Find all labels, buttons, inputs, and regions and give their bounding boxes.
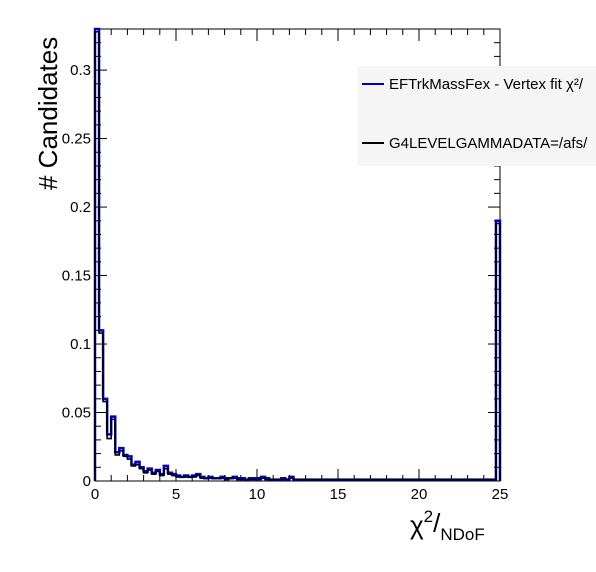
- x-tick-label: 15: [330, 486, 347, 503]
- y-tick-label: 0.2: [70, 199, 91, 216]
- x-tick-labels: 0 5 10 15 20 25: [91, 486, 509, 503]
- x-tick-label: 5: [172, 486, 180, 503]
- y-tick-label: 0.1: [70, 336, 91, 353]
- legend-label-0: EFTrkMassFex - Vertex fit χ²/: [389, 76, 584, 93]
- x-axis-title-sub: NDoF: [440, 525, 484, 544]
- series-1-histogram: [94, 30, 501, 481]
- y-tick-label: 0.25: [62, 131, 91, 148]
- x-tick-label: 25: [492, 486, 509, 503]
- x-tick-label: 0: [91, 486, 99, 503]
- y-tick-label: 0: [83, 473, 91, 490]
- x-tick-label: 10: [249, 486, 266, 503]
- x-axis-title-sup: 2: [424, 507, 433, 526]
- legend: EFTrkMassFex - Vertex fit χ²/ G4LEVELGAM…: [358, 66, 596, 166]
- y-tick-labels: 0 0.05 0.1 0.15 0.2 0.25 0.3: [62, 62, 91, 490]
- y-tick-label: 0.15: [62, 268, 91, 285]
- legend-label-1: G4LEVELGAMMADATA=/afs/: [389, 135, 588, 152]
- x-axis-title-slash: /: [433, 508, 441, 538]
- x-axis-title-main: χ: [410, 510, 424, 540]
- y-tick-label: 0.3: [70, 62, 91, 79]
- x-axis-title: χ2/NDoF: [410, 507, 485, 544]
- legend-box: [358, 66, 596, 166]
- x-tick-label: 20: [411, 486, 428, 503]
- series-layer: [93, 27, 502, 481]
- y-axis-title: # Candidates: [33, 37, 63, 190]
- y-tick-label: 0.05: [62, 405, 91, 422]
